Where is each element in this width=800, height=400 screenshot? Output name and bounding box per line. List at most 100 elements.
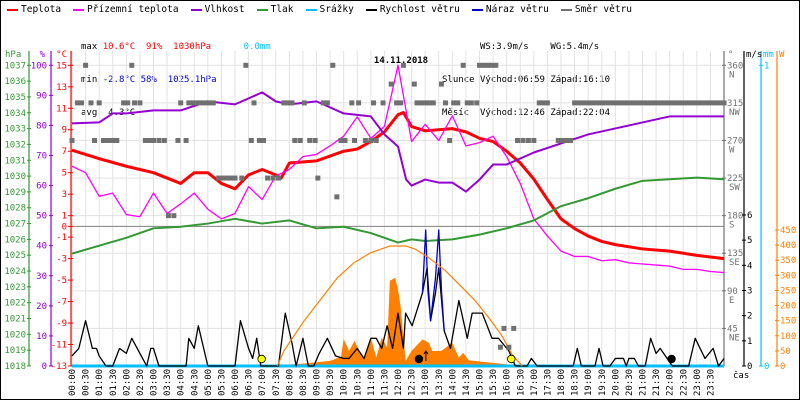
x-tick-label: 22:30 <box>679 369 689 396</box>
wind-direction-point <box>438 81 444 87</box>
x-tick-label: 11:30 <box>380 369 390 396</box>
wind-direction-point <box>626 100 632 106</box>
moonset-marker <box>667 354 676 364</box>
legend-label: Přízemní teplota <box>87 4 179 15</box>
temperature-tick-label: -5 <box>56 276 67 286</box>
legend-label: Směr větru <box>574 4 633 15</box>
wind-direction-point <box>285 100 291 106</box>
wind-direction-point <box>248 137 254 143</box>
wind-direction-point <box>671 100 677 106</box>
pressure-tick-label: 1023 <box>4 283 26 293</box>
x-tick-label: 22:00 <box>666 369 676 396</box>
wind-direction-point <box>430 100 436 106</box>
humidity-tick-label: 70 <box>36 152 47 162</box>
wind-direction-point <box>667 100 673 106</box>
wind-direction-point <box>717 100 723 106</box>
legend-swatch <box>560 8 572 11</box>
wind-direction-point <box>190 100 196 106</box>
pressure-tick-label: 1029 <box>4 188 26 198</box>
wind-direction-point <box>289 100 295 106</box>
legend-item: Náraz větru <box>471 4 549 15</box>
wind-direction-point <box>572 100 578 106</box>
legend-label: Vlhkost <box>204 4 245 15</box>
direction-compass-label: N <box>729 70 734 80</box>
wind-direction-point <box>243 62 249 68</box>
humidity-tick-label: 10 <box>36 332 47 342</box>
wind-direction-point <box>137 100 143 106</box>
wind-direction-point <box>224 175 230 181</box>
wind-direction-point <box>146 137 152 143</box>
max-rain: 0.0mm <box>243 42 271 52</box>
wind-direction-point <box>400 62 406 68</box>
wind-direction-point <box>721 100 727 106</box>
series-vlhkost <box>71 91 724 193</box>
solar-tick-label: 350 <box>780 256 796 266</box>
moonrise: Východ:12:46 <box>479 108 545 118</box>
direction-compass-label: SE <box>729 258 740 268</box>
direction-tick-label: 360 <box>727 61 743 71</box>
wind-direction-point <box>649 100 655 106</box>
series-line <box>71 111 725 261</box>
wind-direction-point <box>101 137 107 143</box>
x-tick-label: 05:00 <box>204 369 214 396</box>
wind-direction-point <box>151 137 156 143</box>
max-pressure: 1030hPa <box>173 42 212 52</box>
legend-swatch <box>7 8 18 11</box>
x-tick-label: 17:00 <box>530 369 540 396</box>
wind-direction-point <box>175 137 181 143</box>
wind-direction-point <box>422 100 428 106</box>
x-tick-label: 07:00 <box>258 369 268 396</box>
pressure-tick-label: 1020 <box>4 330 26 340</box>
max-humidity: 91% <box>146 42 163 52</box>
wind-direction-point <box>183 137 189 143</box>
wind-direction-point <box>599 100 605 106</box>
wind-direction-point <box>92 137 98 143</box>
wind-direction-point <box>662 100 668 106</box>
x-tick-label: 00:30 <box>82 369 92 396</box>
x-tick-label: 18:00 <box>557 369 567 396</box>
temperature-unit: °C <box>56 50 67 60</box>
x-tick-label: 12:30 <box>408 369 418 396</box>
x-tick-label: 00:00 <box>68 369 78 396</box>
legend-item: Tlak <box>256 4 294 15</box>
direction-compass-label: NW <box>729 108 740 118</box>
wind-direction-point <box>380 100 386 106</box>
wind-direction-point <box>373 137 379 143</box>
x-tick-label: 20:30 <box>625 369 635 396</box>
direction-tick-label: 135 <box>727 249 743 259</box>
wind-direction-point <box>536 100 542 106</box>
wind-direction-point <box>342 137 348 143</box>
wind-direction-point <box>251 100 257 106</box>
legend-item: Vlhkost <box>190 4 245 15</box>
wind-direction-point <box>644 100 650 106</box>
wind-tick-label: 1 <box>747 337 752 347</box>
wind-direction-point <box>394 100 400 106</box>
wind-direction-point <box>349 100 355 106</box>
wind-direction-point <box>96 100 102 106</box>
wind-direction-point <box>511 325 517 331</box>
humidity-tick-label: 60 <box>36 182 47 192</box>
sun-label: Slunce <box>442 75 475 85</box>
wind-unit: m/s <box>746 50 762 60</box>
x-tick-label: 10:00 <box>340 369 350 396</box>
x-tick-label: 18:30 <box>571 369 581 396</box>
temperature-tick-label: 7 <box>62 147 67 157</box>
series-sm-r-v-tru <box>69 62 727 350</box>
series-line <box>71 64 725 274</box>
wind-direction-point <box>622 100 628 106</box>
wind-direction-point <box>239 175 245 181</box>
wind-direction-point <box>544 100 550 106</box>
pressure-tick-label: 1036 <box>4 77 26 87</box>
x-tick-label: 07:30 <box>272 369 282 396</box>
wind-direction-point <box>685 100 691 106</box>
pressure-tick-label: 1034 <box>4 109 26 119</box>
legend: Teplota Přízemní teplota Vlhkost Tlak Srážky… <box>7 4 632 15</box>
x-tick-label: 19:30 <box>598 369 608 396</box>
wind-direction-point <box>555 137 561 143</box>
wind-direction-point <box>297 137 303 143</box>
x-tick-label: 06:00 <box>231 369 241 396</box>
series-tlak <box>71 176 725 255</box>
wind-direction-point <box>368 137 374 143</box>
wind-direction-point <box>232 175 238 181</box>
x-tick-label: 15:30 <box>489 369 499 396</box>
